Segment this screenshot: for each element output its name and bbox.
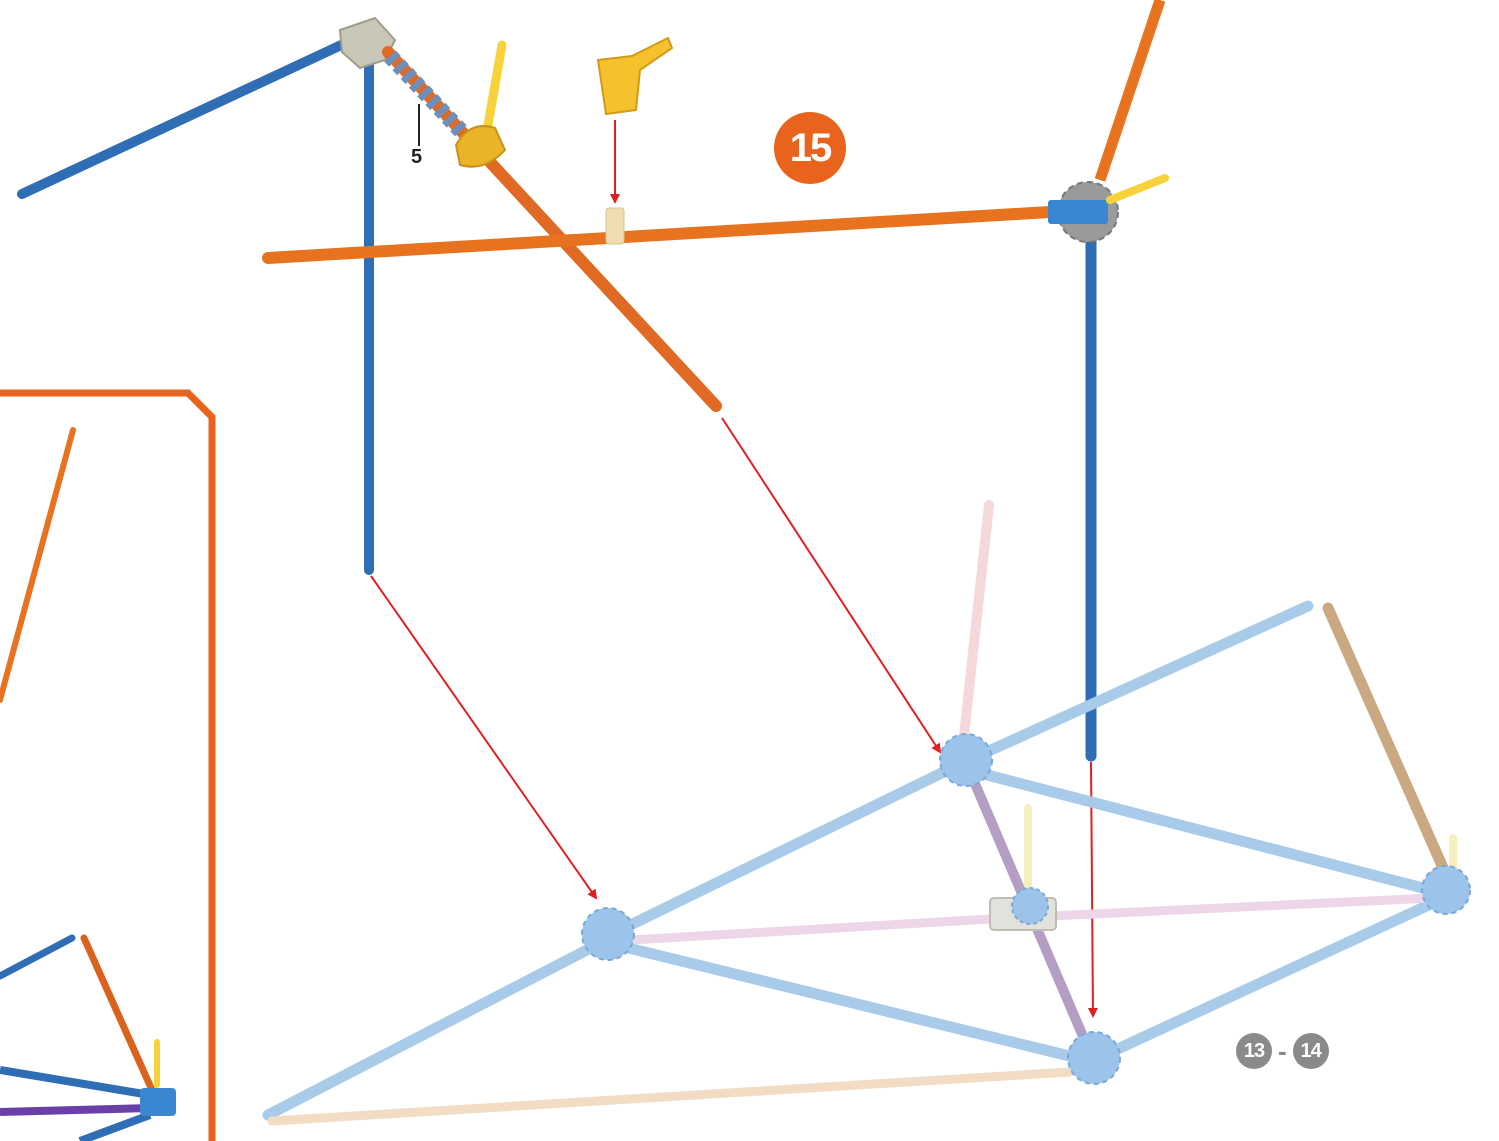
upper-assembly [17, 0, 1169, 762]
hub-back [939, 733, 993, 787]
rod-lightblue-front-left [262, 932, 616, 1121]
base-structure [262, 500, 1471, 1126]
rod-pink-upright [958, 500, 994, 750]
connector-blue-clip [1048, 200, 1108, 224]
inset-rod-blue [0, 934, 76, 980]
connector-yellow-right [1106, 174, 1169, 204]
inset-rod-purple [0, 1104, 151, 1116]
inset-panel [0, 389, 216, 1141]
step-number-badge: 15 [774, 112, 846, 184]
arrow-left-rod [370, 575, 598, 900]
rod-ribbed-sleeve [384, 50, 468, 138]
hub-left [581, 907, 635, 961]
rod-orange-upper-right [1094, 0, 1166, 182]
connector-yellow-floating [596, 36, 674, 116]
rod-pink-mid [629, 913, 1009, 945]
rod-beige-bottom [267, 1067, 1075, 1126]
inset-frame [0, 389, 216, 1141]
inset-rod-orange [0, 427, 76, 703]
rod-tan [1322, 602, 1450, 876]
rod-lightblue-diag-back [966, 764, 1444, 899]
hub-center [989, 887, 1057, 931]
rod-lightblue-right [1091, 891, 1451, 1065]
rod-lightblue-back [952, 600, 1314, 771]
rod-lightblue-mid-up [607, 760, 961, 940]
hub-front [1067, 1031, 1121, 1085]
connector-beige-small [605, 207, 625, 245]
rod-pink-right [1049, 893, 1433, 921]
connector-yellow-hook [454, 40, 507, 168]
connector-gray-corner [338, 16, 397, 70]
reference-step-badge-from: 13 [1236, 1033, 1272, 1069]
inset-rod-blue-bottom [78, 1111, 152, 1141]
rod-lightblue-diag-front [610, 938, 1096, 1068]
reference-step-badge-to: 14 [1292, 1033, 1329, 1069]
inset-rod-blue-lower [0, 1066, 151, 1099]
previous-steps-reference: 13 - 14 [1236, 1032, 1329, 1070]
rod-orange-horizontal [262, 206, 1056, 264]
rod-blue-top-left [17, 35, 357, 199]
arrow-diagonal-rod [721, 417, 942, 754]
callout-label: 5 [411, 146, 423, 168]
inset-rod-orange-short [80, 934, 156, 1094]
reference-separator: - [1278, 1035, 1287, 1066]
inset-connector-hub [140, 1088, 176, 1116]
hub-right [1421, 865, 1471, 915]
